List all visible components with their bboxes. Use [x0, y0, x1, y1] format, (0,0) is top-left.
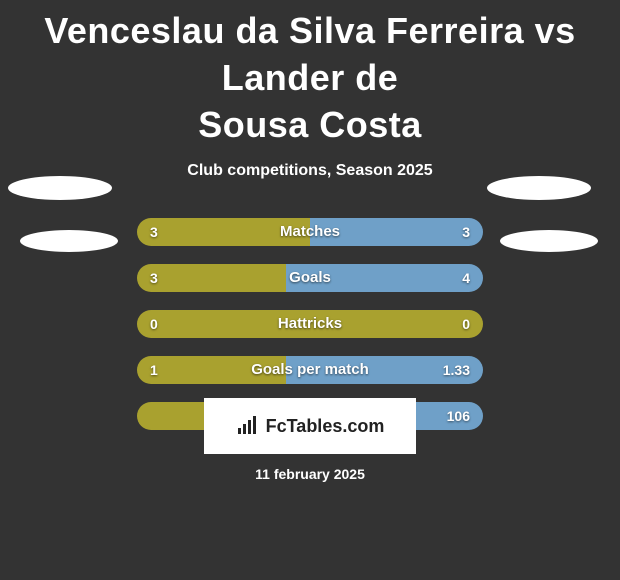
title-line-2: Sousa Costa	[198, 104, 422, 145]
stat-row: 34Goals	[0, 264, 620, 292]
page-title: Venceslau da Silva Ferreira vs Lander de…	[0, 0, 620, 148]
stat-row: 00Hattricks	[0, 310, 620, 338]
badge-text: FcTables.com	[266, 416, 385, 437]
stat-label: Goals per match	[137, 356, 483, 384]
stat-label: Matches	[137, 218, 483, 246]
stat-row: 11.33Goals per match	[0, 356, 620, 384]
stat-label: Goals	[137, 264, 483, 292]
title-line-1: Venceslau da Silva Ferreira vs Lander de	[44, 10, 575, 98]
bar-chart-icon	[236, 416, 260, 436]
placeholder-ellipse	[500, 230, 598, 252]
source-badge: FcTables.com	[204, 398, 416, 454]
stat-label: Hattricks	[137, 310, 483, 338]
placeholder-ellipse	[487, 176, 591, 200]
placeholder-ellipse	[20, 230, 118, 252]
date-text: 11 february 2025	[0, 466, 620, 482]
placeholder-ellipse	[8, 176, 112, 200]
